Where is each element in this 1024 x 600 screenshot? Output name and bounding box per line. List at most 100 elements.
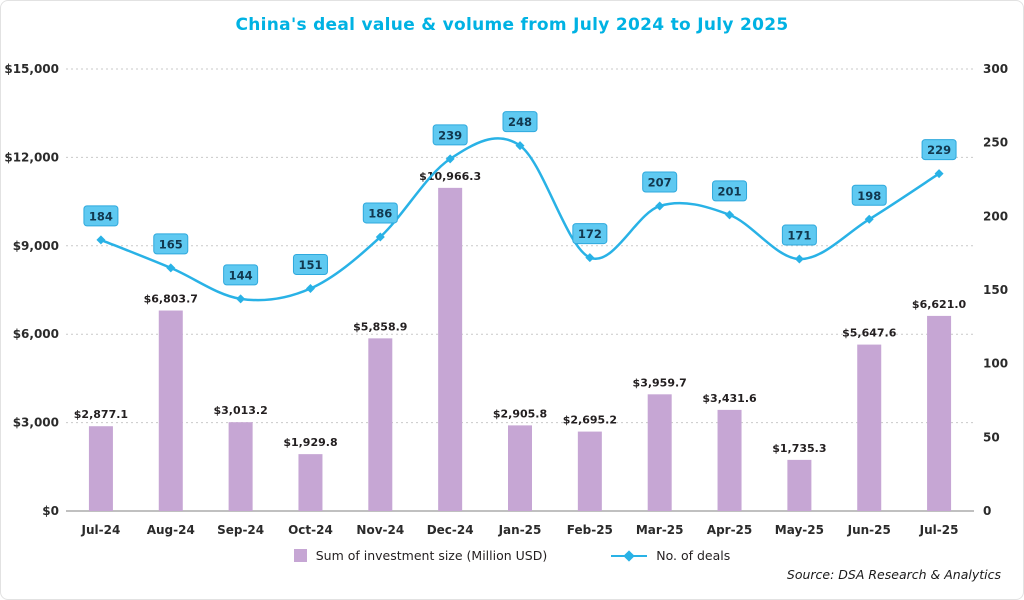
right-axis: 300 250 200 150 100 50 0: [983, 62, 1008, 518]
x-axis-label: Dec-24: [427, 523, 474, 537]
x-axis-label: Jun-25: [847, 523, 891, 537]
deal-marker: [96, 235, 106, 245]
bar-sep-24: [228, 422, 253, 511]
deal-label-box: [83, 205, 119, 227]
deal-label-box: [781, 224, 817, 246]
deal-label: 207: [648, 176, 672, 190]
bar-value-label: $2,877.1: [74, 408, 128, 421]
bar-nov-24: [368, 338, 393, 511]
deal-label-box: [153, 233, 189, 255]
bar-jun-25: [857, 344, 882, 511]
legend: Sum of investment size (Million USD) No.…: [1, 548, 1023, 563]
right-axis-tick: 300: [983, 62, 1008, 76]
bar-value-label: $5,858.9: [353, 320, 407, 333]
bar-mar-25: [647, 394, 672, 511]
bar-value-label: $3,013.2: [213, 404, 267, 417]
x-axis-label: May-25: [775, 523, 824, 537]
x-axis-label: Aug-24: [147, 523, 195, 537]
bars: [88, 187, 952, 512]
deal-label: 151: [298, 258, 322, 272]
bar-feb-25: [577, 431, 602, 511]
deal-markers: [96, 141, 944, 304]
x-axis-label: Jan-25: [498, 523, 542, 537]
right-axis-tick: 0: [983, 504, 991, 518]
bar-may-25: [787, 459, 812, 511]
deal-label: 198: [857, 189, 881, 203]
deal-marker: [305, 284, 315, 294]
deal-label: 171: [787, 229, 811, 243]
deal-label: 172: [578, 227, 602, 241]
right-axis-tick: 50: [983, 430, 1000, 444]
deal-marker: [236, 294, 246, 304]
deal-marker: [934, 169, 944, 179]
deal-label-box: [921, 139, 957, 161]
legend-item-line: No. of deals: [611, 548, 730, 563]
deal-label: 186: [368, 206, 392, 220]
deal-label-box: [362, 202, 398, 224]
bar-value-label: $5,647.6: [842, 327, 897, 340]
left-axis-tick: $6,000: [13, 327, 59, 341]
left-axis-tick: $9,000: [13, 239, 59, 253]
deal-label-box: [572, 223, 608, 245]
bar-value-label: $1,929.8: [283, 436, 337, 449]
deal-label: 248: [508, 115, 532, 129]
deal-marker: [794, 254, 804, 264]
x-axis-label: Sep-24: [217, 523, 264, 537]
deal-marker: [515, 141, 525, 151]
bar-value-label: $6,621.0: [912, 298, 967, 311]
deal-label-box: [642, 171, 678, 193]
x-axis-label: Oct-24: [288, 523, 333, 537]
x-axis-label: Feb-25: [567, 523, 613, 537]
deal-marker: [585, 253, 595, 263]
bar-value-label: $6,803.7: [144, 293, 198, 306]
bar-value-label: $3,959.7: [633, 376, 687, 389]
diamond-marker-icon: [623, 549, 635, 562]
bar-apr-25: [717, 409, 742, 511]
x-axis-label: Nov-24: [356, 523, 404, 537]
bar-jul-24: [88, 426, 113, 511]
deal-label-box: [292, 254, 328, 276]
deal-label-box: [432, 124, 468, 146]
bar-jul-25: [927, 315, 952, 511]
bar-value-label: $2,695.2: [563, 414, 617, 427]
bar-value-labels: $2,877.1 $6,803.7 $3,013.2 $1,929.8 $5,858.9…: [74, 170, 967, 455]
left-axis-tick: $0: [42, 504, 59, 518]
chart-title: China's deal value & volume from July 20…: [235, 15, 789, 35]
bar-jan-25: [508, 425, 532, 511]
deal-label: 239: [438, 128, 462, 142]
deal-label-box: [712, 180, 748, 202]
bar-dec-24: [438, 187, 463, 512]
deal-label: 165: [159, 237, 183, 251]
deal-label: 144: [229, 268, 253, 282]
deal-marker: [655, 201, 665, 211]
left-axis-tick: $15,000: [4, 62, 59, 76]
bar-value-label: $3,431.6: [702, 392, 757, 405]
line-swatch-icon: [611, 549, 648, 562]
bar-value-label: $1,735.3: [772, 442, 826, 455]
left-axis: $15,000 $12,000 $9,000 $6,000 $3,000 $0: [4, 62, 59, 518]
x-axis-label: Jul-24: [81, 523, 121, 537]
right-axis-tick: 250: [983, 136, 1008, 150]
x-axis-label: Jul-25: [919, 523, 959, 537]
x-axis-labels: Jul-24 Aug-24 Sep-24 Oct-24 Nov-24 Dec-24 Jan-…: [81, 523, 959, 537]
right-axis-tick: 100: [983, 357, 1008, 371]
bar-swatch-icon: [293, 549, 307, 562]
bar-aug-24: [158, 310, 183, 511]
left-axis-tick: $3,000: [13, 416, 59, 430]
right-axis-tick: 150: [983, 283, 1008, 297]
bar-value-label: $2,905.8: [493, 407, 547, 420]
deal-label-box: [223, 264, 259, 286]
deal-label-box: [502, 111, 538, 133]
legend-item-bars: Sum of investment size (Million USD): [293, 548, 547, 563]
deal-label: 201: [718, 184, 742, 198]
source-note: Source: DSA Research & Analytics: [786, 567, 1001, 582]
deal-marker: [864, 214, 874, 224]
deal-marker: [725, 210, 735, 220]
deal-label-box: [851, 184, 887, 206]
deal-label: 184: [89, 209, 113, 223]
bar-oct-24: [298, 454, 323, 511]
deal-labels: 184 165 144 151 186 239 248 172 207 201 171 198 229: [83, 111, 957, 286]
deal-label: 229: [927, 143, 951, 157]
